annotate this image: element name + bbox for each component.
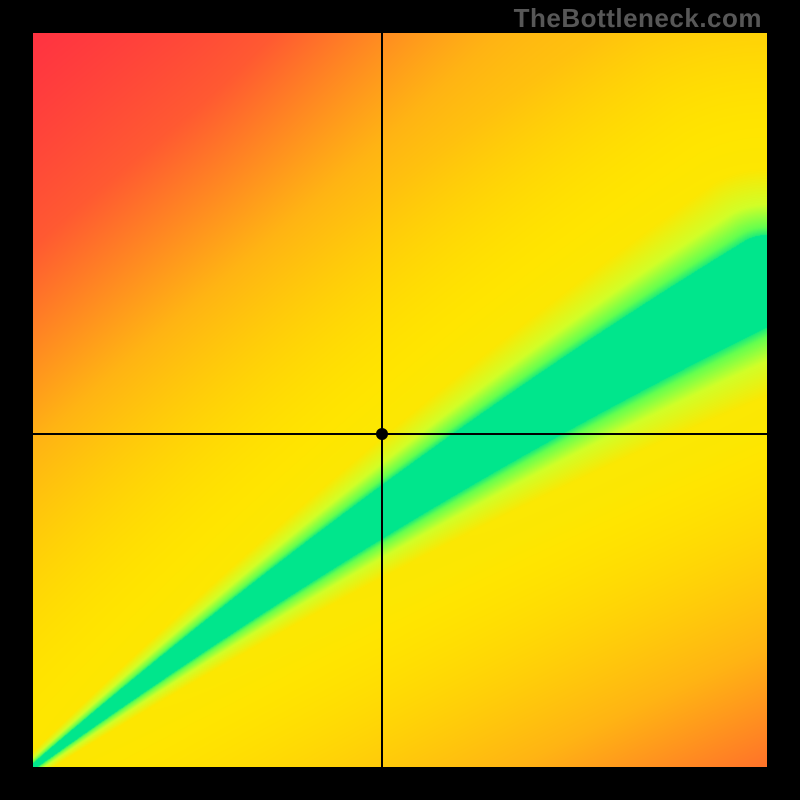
bottleneck-heatmap-plot bbox=[33, 33, 767, 767]
watermark-text: TheBottleneck.com bbox=[514, 3, 762, 34]
crosshair-marker-dot bbox=[376, 428, 388, 440]
crosshair-vertical-line bbox=[381, 33, 383, 767]
crosshair-horizontal-line bbox=[33, 433, 767, 435]
